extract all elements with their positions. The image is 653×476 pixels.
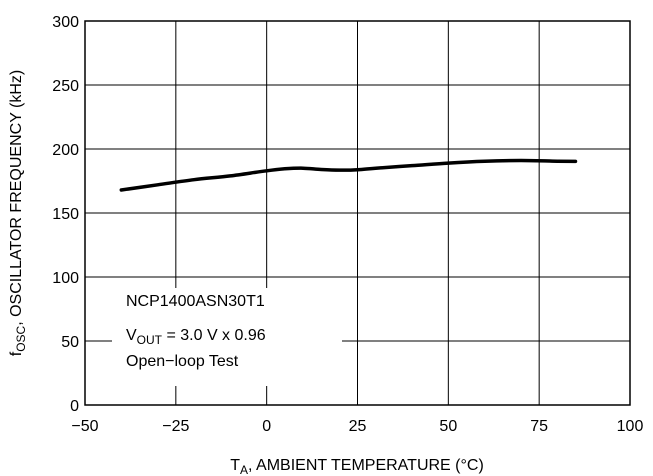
y-tick-label: 150 — [52, 206, 79, 223]
x-axis-title-main: T — [230, 457, 240, 474]
annotation-line-2-main: V — [126, 327, 137, 344]
x-tick-label: −25 — [162, 418, 189, 435]
y-tick-label: 200 — [52, 142, 79, 159]
y-tick-label: 50 — [61, 334, 79, 351]
y-axis-title-rest: , OSCILLATOR FREQUENCY (kHz) — [8, 70, 25, 326]
y-axis-title: fOSC, OSCILLATOR FREQUENCY (kHz) — [8, 70, 28, 357]
x-tick-label: −50 — [71, 418, 98, 435]
x-axis-title: TA, AMBIENT TEMPERATURE (°C) — [230, 457, 484, 476]
annotation-background — [112, 288, 342, 386]
series-line-oscillator-frequency — [119, 158, 578, 192]
x-tick-label: 0 — [262, 418, 271, 435]
y-axis-title-main: f — [8, 351, 25, 356]
x-tick-label: 100 — [617, 418, 644, 435]
x-tick-label: 75 — [530, 418, 548, 435]
y-tick-label: 300 — [52, 14, 79, 31]
x-axis-title-subscript: A — [240, 463, 248, 476]
annotation: NCP1400ASN30T1 VOUT = 3.0 V x 0.96 Open−… — [126, 293, 266, 370]
annotation-line-3: Open−loop Test — [126, 353, 239, 370]
x-tick-labels: −50 −25 0 25 50 75 100 — [71, 418, 643, 435]
annotation-line-2-subscript: OUT — [137, 333, 163, 347]
x-tick-label: 25 — [349, 418, 367, 435]
x-tick-label: 50 — [439, 418, 457, 435]
x-axis-title-rest: , AMBIENT TEMPERATURE (°C) — [248, 457, 484, 474]
y-tick-labels: 0 50 100 150 200 250 300 — [52, 14, 79, 415]
y-tick-label: 0 — [70, 398, 79, 415]
annotation-line-2-rest: = 3.0 V x 0.96 — [162, 327, 266, 344]
annotation-line-2: VOUT = 3.0 V x 0.96 — [126, 327, 266, 347]
plot-frame — [84, 20, 631, 406]
annotation-line-1: NCP1400ASN30T1 — [126, 293, 265, 310]
y-tick-label: 250 — [52, 78, 79, 95]
y-axis-title-subscript: OSC — [14, 325, 28, 351]
y-tick-label: 100 — [52, 270, 79, 287]
